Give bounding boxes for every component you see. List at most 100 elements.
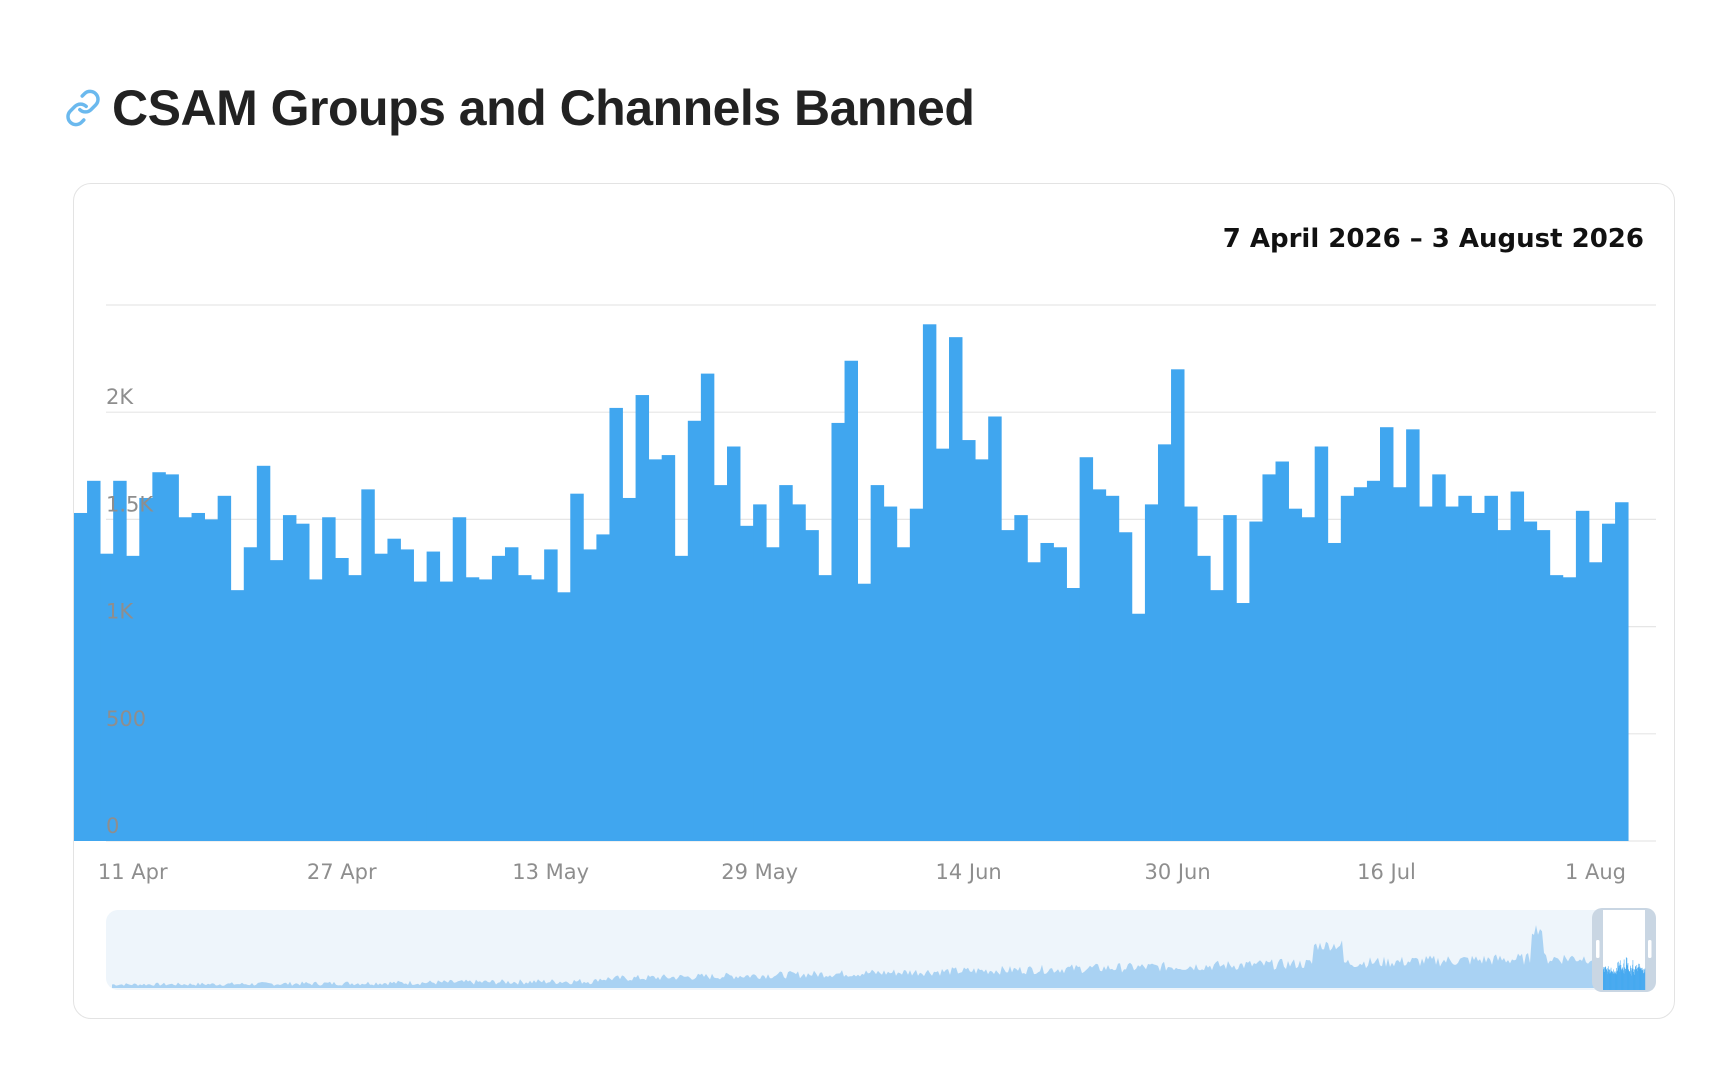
navigator-left-handle[interactable]	[1596, 940, 1600, 958]
bar[interactable]	[909, 508, 924, 841]
bar[interactable]	[1066, 588, 1081, 841]
bar[interactable]	[139, 497, 153, 841]
bar[interactable]	[100, 553, 114, 841]
bar[interactable]	[322, 517, 336, 841]
bar[interactable]	[1301, 517, 1316, 841]
bar[interactable]	[792, 504, 806, 841]
bar[interactable]	[544, 549, 558, 841]
bar[interactable]	[191, 512, 205, 841]
bar[interactable]	[126, 555, 140, 841]
bar[interactable]	[113, 480, 127, 841]
bar[interactable]	[1327, 542, 1342, 841]
bar[interactable]	[883, 506, 898, 841]
bar[interactable]	[935, 448, 950, 841]
bar[interactable]	[531, 579, 545, 841]
bar[interactable]	[648, 459, 663, 841]
bar[interactable]	[583, 549, 597, 841]
bar[interactable]	[361, 489, 375, 841]
bar[interactable]	[1615, 502, 1629, 841]
bar[interactable]	[1014, 515, 1028, 841]
bar[interactable]	[152, 472, 166, 841]
bar[interactable]	[1549, 575, 1564, 841]
bar[interactable]	[1210, 590, 1224, 841]
navigator-right-handle[interactable]	[1648, 940, 1652, 958]
bar[interactable]	[1197, 555, 1211, 841]
bar[interactable]	[1380, 427, 1394, 841]
bar[interactable]	[1105, 495, 1120, 841]
bar[interactable]	[230, 590, 245, 841]
bar[interactable]	[1027, 562, 1041, 841]
bar[interactable]	[1001, 530, 1015, 841]
bar[interactable]	[896, 547, 911, 841]
bar[interactable]	[1118, 532, 1133, 841]
bar[interactable]	[1092, 489, 1107, 841]
bar[interactable]	[661, 455, 676, 841]
bar[interactable]	[1340, 495, 1355, 841]
bar[interactable]	[296, 523, 310, 841]
bar[interactable]	[844, 360, 858, 841]
bar[interactable]	[1562, 577, 1577, 841]
bar[interactable]	[1314, 446, 1329, 842]
bar[interactable]	[700, 373, 715, 841]
bar[interactable]	[178, 517, 192, 841]
bar[interactable]	[1536, 530, 1551, 841]
bar[interactable]	[713, 485, 728, 841]
bar[interactable]	[870, 485, 885, 841]
bar[interactable]	[1040, 542, 1054, 841]
bar[interactable]	[727, 446, 741, 842]
bar[interactable]	[766, 547, 780, 841]
bar[interactable]	[1575, 510, 1590, 841]
bar[interactable]	[1171, 369, 1185, 841]
bar[interactable]	[1445, 506, 1459, 841]
bar[interactable]	[922, 324, 937, 841]
bar[interactable]	[1223, 515, 1237, 841]
bar[interactable]	[204, 519, 219, 841]
bar[interactable]	[779, 485, 793, 841]
bar[interactable]	[491, 555, 506, 841]
bar[interactable]	[687, 420, 702, 841]
bar[interactable]	[1419, 506, 1433, 841]
bar[interactable]	[400, 549, 414, 841]
bar[interactable]	[518, 575, 532, 841]
bar[interactable]	[1432, 474, 1446, 841]
bar[interactable]	[413, 581, 428, 841]
bar[interactable]	[374, 553, 388, 841]
bar[interactable]	[439, 581, 454, 841]
bar[interactable]	[1249, 521, 1263, 841]
bar[interactable]	[387, 538, 401, 841]
bar[interactable]	[975, 459, 989, 841]
bar[interactable]	[609, 407, 623, 841]
bar[interactable]	[1275, 461, 1289, 841]
bar[interactable]	[988, 416, 1002, 841]
navigator-selection[interactable]	[1592, 908, 1656, 992]
bar[interactable]	[282, 515, 297, 841]
bar[interactable]	[217, 495, 232, 841]
range-navigator[interactable]	[106, 908, 1656, 992]
bar[interactable]	[1131, 613, 1146, 841]
bar[interactable]	[962, 440, 976, 841]
bar[interactable]	[831, 422, 845, 841]
bar[interactable]	[570, 493, 584, 841]
bar[interactable]	[857, 583, 872, 841]
bar[interactable]	[805, 530, 819, 841]
bar[interactable]	[478, 579, 493, 841]
bar[interactable]	[1236, 603, 1250, 841]
bar[interactable]	[1484, 495, 1498, 841]
bar[interactable]	[1184, 506, 1198, 841]
bar[interactable]	[165, 474, 179, 841]
bar[interactable]	[1157, 444, 1172, 841]
bar[interactable]	[1262, 474, 1276, 841]
bar[interactable]	[87, 480, 101, 841]
bar[interactable]	[1588, 562, 1603, 841]
bar[interactable]	[504, 547, 519, 841]
bar[interactable]	[1053, 547, 1067, 841]
bar[interactable]	[269, 560, 284, 841]
bar[interactable]	[1471, 512, 1485, 841]
bar[interactable]	[949, 337, 963, 841]
bar[interactable]	[1602, 523, 1616, 841]
bar[interactable]	[1366, 480, 1381, 841]
bar[interactable]	[452, 517, 467, 841]
bar[interactable]	[309, 579, 323, 841]
bar[interactable]	[1458, 495, 1472, 841]
bar[interactable]	[635, 395, 650, 841]
